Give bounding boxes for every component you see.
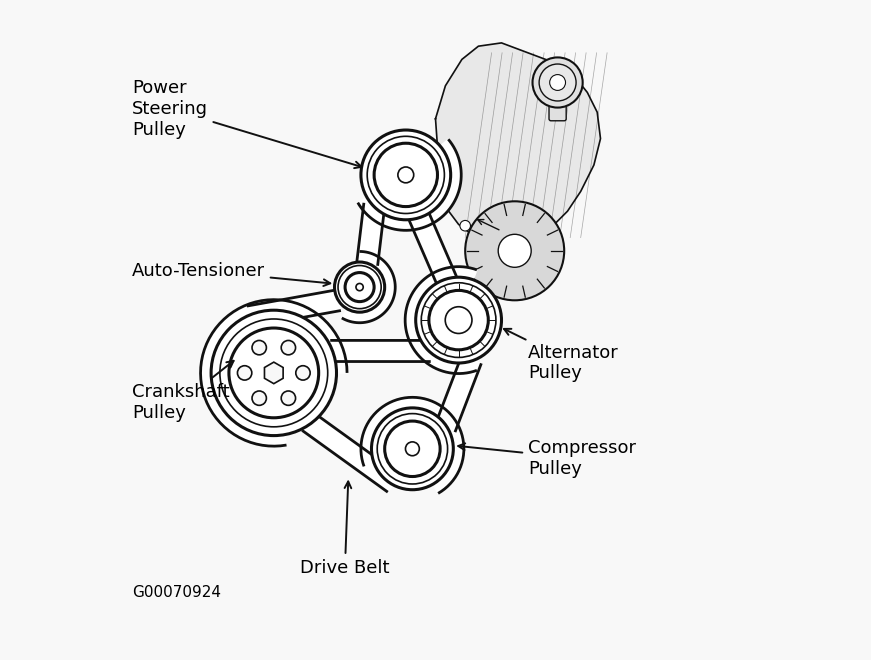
Circle shape <box>281 341 295 355</box>
Circle shape <box>385 421 440 477</box>
Circle shape <box>361 130 450 220</box>
Circle shape <box>281 391 295 405</box>
Polygon shape <box>405 267 477 374</box>
Text: G00070924: G00070924 <box>132 585 221 601</box>
Circle shape <box>296 366 310 380</box>
Circle shape <box>406 442 419 455</box>
Circle shape <box>338 265 381 309</box>
Circle shape <box>334 262 385 312</box>
Circle shape <box>219 319 327 427</box>
Text: Auto-Tensioner: Auto-Tensioner <box>132 261 330 286</box>
Circle shape <box>550 75 565 90</box>
Polygon shape <box>302 413 400 492</box>
Polygon shape <box>200 300 347 446</box>
Circle shape <box>465 201 564 300</box>
Circle shape <box>252 341 267 355</box>
Circle shape <box>368 137 444 213</box>
Text: Power
Steering
Pulley: Power Steering Pulley <box>132 79 361 168</box>
Text: Drive Belt: Drive Belt <box>300 482 389 577</box>
Circle shape <box>539 64 576 101</box>
Circle shape <box>238 366 252 380</box>
Circle shape <box>532 57 583 108</box>
Circle shape <box>377 414 448 484</box>
Polygon shape <box>436 356 482 432</box>
Circle shape <box>498 234 531 267</box>
Polygon shape <box>246 290 341 327</box>
Polygon shape <box>330 341 431 362</box>
Circle shape <box>422 282 496 358</box>
Circle shape <box>460 220 470 231</box>
Polygon shape <box>356 203 385 266</box>
Circle shape <box>371 408 453 490</box>
Circle shape <box>356 284 363 290</box>
Text: Alternator
Pulley: Alternator Pulley <box>504 329 618 382</box>
Text: Crankshaft
Pulley: Crankshaft Pulley <box>132 361 233 422</box>
Circle shape <box>211 310 336 436</box>
Circle shape <box>252 391 267 405</box>
Circle shape <box>375 143 437 207</box>
Circle shape <box>345 273 375 302</box>
Circle shape <box>445 307 472 333</box>
Circle shape <box>415 277 502 363</box>
Text: Compressor
Pulley: Compressor Pulley <box>458 440 636 478</box>
Polygon shape <box>341 251 395 323</box>
Circle shape <box>429 290 489 350</box>
Polygon shape <box>265 362 283 383</box>
Polygon shape <box>436 43 600 244</box>
Circle shape <box>229 328 319 418</box>
FancyBboxPatch shape <box>549 104 566 121</box>
Polygon shape <box>361 397 464 494</box>
Polygon shape <box>358 139 462 230</box>
Polygon shape <box>409 213 456 284</box>
Circle shape <box>398 167 414 183</box>
